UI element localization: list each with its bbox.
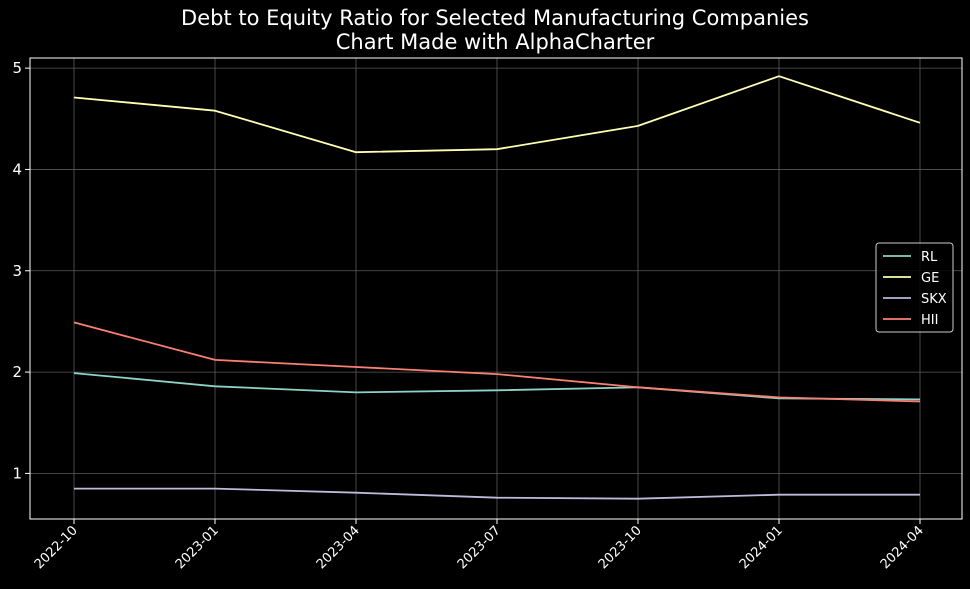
legend-label-rl: RL [921,250,938,265]
data-point-hii [355,366,357,368]
data-point-skx [355,492,357,494]
series-line-rl [73,372,921,401]
data-point-rl [355,391,357,393]
legend-label-ge: GE [921,271,939,286]
y-tick-label: 2 [12,363,22,381]
data-point-rl [919,398,921,400]
series-lines [73,75,921,500]
data-point-skx [214,488,216,490]
data-point-skx [73,488,75,490]
chart-subtitle: Chart Made with AlphaCharter [336,30,655,54]
legend-label-skx: SKX [921,292,947,307]
data-point-ge [496,148,498,150]
legend: RL GE SKX HII [875,242,954,333]
series-line-ge [73,75,921,154]
series-line-hii [73,321,921,403]
data-point-hii [214,359,216,361]
data-point-skx [919,494,921,496]
series-line-skx [74,487,920,500]
data-point-ge [214,110,216,112]
data-point-hii [637,386,639,388]
data-point-hii [73,321,75,323]
y-tick-label: 1 [12,464,22,482]
data-point-ge [778,75,780,77]
plot-frame [29,57,963,520]
data-point-hii [496,373,498,375]
data-point-ge [919,122,921,124]
data-point-rl [73,372,75,374]
y-tick-label: 3 [12,262,22,280]
legend-label-hii: HII [921,313,938,328]
legend-box [875,242,954,333]
data-point-hii [778,396,780,398]
y-tick-label: 4 [12,160,22,178]
data-point-skx [637,498,639,500]
data-point-rl [496,389,498,391]
grid-lines [30,58,962,519]
chart-title: Debt to Equity Ratio for Selected Manufa… [181,6,809,30]
data-point-skx [496,497,498,499]
data-point-hii [919,400,921,402]
data-point-ge [637,125,639,127]
data-point-rl [214,385,216,387]
data-point-skx [778,494,780,496]
data-point-ge [73,97,75,99]
y-axis: 1 2 3 4 5 [12,59,30,482]
y-tick-label: 5 [12,59,22,77]
data-point-ge [355,151,357,153]
